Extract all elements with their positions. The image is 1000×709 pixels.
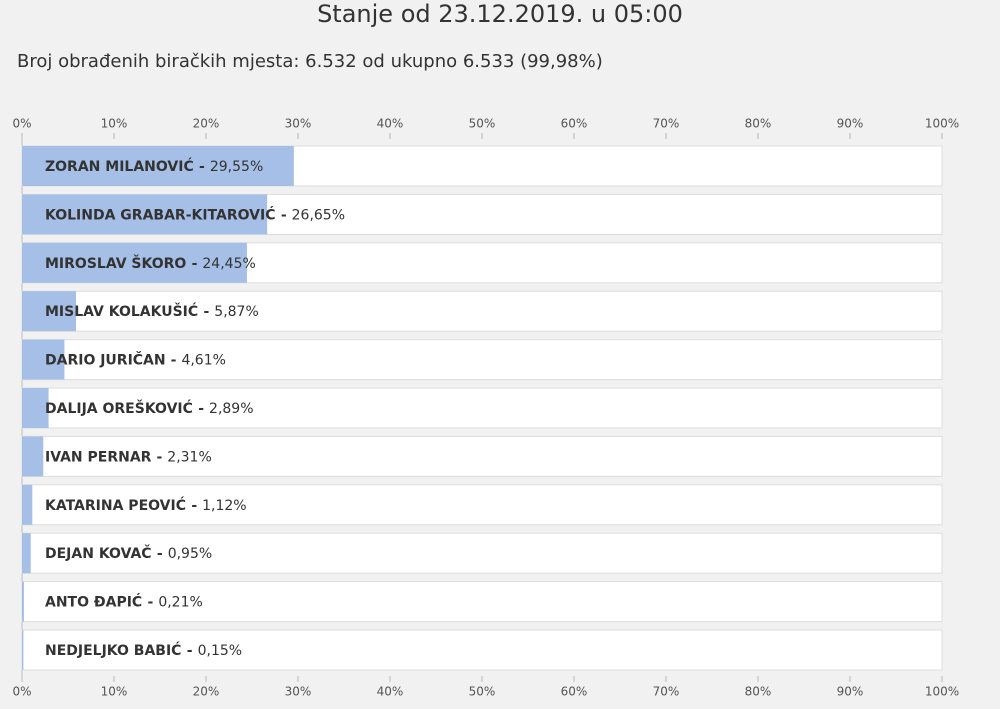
candidate-name: ANTO ĐAPIĆ bbox=[45, 593, 143, 611]
bar bbox=[22, 630, 24, 670]
value-label: 2,31% bbox=[167, 449, 211, 465]
x-tick-label: 90% bbox=[837, 685, 864, 699]
value-label: 5,87% bbox=[214, 304, 258, 320]
value-label: 26,65% bbox=[292, 207, 345, 223]
x-tick-label: 60% bbox=[561, 685, 588, 699]
separator: - bbox=[171, 353, 177, 369]
chart-subtitle: Broj obrađenih biračkih mjesta: 6.532 od… bbox=[17, 51, 603, 72]
bar bbox=[22, 581, 24, 622]
value-label: 24,45% bbox=[202, 256, 255, 272]
x-tick-label: 50% bbox=[469, 685, 496, 699]
x-tick-label: 50% bbox=[469, 117, 496, 131]
value-label: 0,95% bbox=[168, 546, 212, 562]
row-background bbox=[21, 532, 943, 574]
x-tick-label: 30% bbox=[285, 685, 312, 699]
bar bbox=[22, 339, 65, 380]
row-background bbox=[21, 290, 943, 332]
x-tick-label: 10% bbox=[101, 685, 128, 699]
bar bbox=[22, 194, 268, 235]
row-background bbox=[21, 339, 943, 381]
x-tick-label: 70% bbox=[653, 685, 680, 699]
x-tick-label: 80% bbox=[745, 117, 772, 131]
bar bbox=[22, 146, 294, 186]
x-tick-label: 90% bbox=[837, 117, 864, 131]
chart-title: Stanje od 23.12.2019. u 05:00 bbox=[317, 0, 683, 28]
candidate-name: DALIJA OREŠKOVIĆ bbox=[45, 399, 193, 417]
bar-label: MIROSLAV ŠKORO -24,45% bbox=[45, 254, 256, 272]
x-tick-label: 100% bbox=[925, 117, 959, 131]
x-tick-label: 0% bbox=[12, 685, 31, 699]
separator: - bbox=[187, 643, 193, 659]
candidate-name: ZORAN MILANOVIĆ bbox=[45, 157, 194, 175]
separator: - bbox=[199, 159, 205, 175]
separator: - bbox=[157, 546, 163, 562]
candidate-name: IVAN PERNAR bbox=[45, 449, 152, 465]
x-tick-label: 60% bbox=[561, 117, 588, 131]
value-label: 1,12% bbox=[202, 498, 246, 514]
bar-label: DALIJA OREŠKOVIĆ -2,89% bbox=[45, 399, 254, 417]
candidate-name: DEJAN KOVAČ bbox=[45, 544, 152, 562]
x-tick-label: 10% bbox=[101, 117, 128, 131]
bar bbox=[22, 533, 31, 574]
value-label: 2,89% bbox=[209, 401, 253, 417]
candidate-name: KOLINDA GRABAR-KITAROVIĆ bbox=[45, 205, 276, 223]
separator: - bbox=[148, 595, 154, 611]
x-tick-label: 20% bbox=[193, 117, 220, 131]
separator: - bbox=[281, 207, 287, 223]
x-tick-label: 100% bbox=[925, 685, 959, 699]
separator: - bbox=[192, 256, 198, 272]
bar-label: KATARINA PEOVIĆ -1,12% bbox=[45, 496, 247, 514]
x-tick-label: 40% bbox=[377, 117, 404, 131]
separator: - bbox=[191, 498, 197, 514]
x-tick-label: 0% bbox=[12, 117, 31, 131]
bar-label: ANTO ĐAPIĆ -0,21% bbox=[45, 593, 203, 611]
separator: - bbox=[198, 401, 204, 417]
bar bbox=[22, 388, 49, 428]
value-label: 4,61% bbox=[181, 353, 225, 369]
candidate-name: KATARINA PEOVIĆ bbox=[45, 496, 186, 514]
row-background bbox=[21, 581, 943, 623]
candidate-name: MISLAV KOLAKUŠIĆ bbox=[45, 302, 198, 320]
value-label: 0,21% bbox=[158, 595, 202, 611]
separator: - bbox=[203, 304, 209, 320]
candidate-name: MIROSLAV ŠKORO bbox=[45, 254, 187, 272]
x-tick-label: 80% bbox=[745, 685, 772, 699]
x-tick-label: 30% bbox=[285, 117, 312, 131]
bar bbox=[22, 291, 77, 332]
bar-label: IVAN PERNAR -2,31% bbox=[45, 449, 212, 465]
row-background bbox=[21, 387, 943, 429]
value-label: 0,15% bbox=[198, 643, 242, 659]
bar-label: MISLAV KOLAKUŠIĆ -5,87% bbox=[45, 302, 259, 320]
bar-label: NEDJELJKO BABIĆ -0,15% bbox=[45, 641, 242, 659]
bar bbox=[22, 484, 33, 525]
x-tick-label: 20% bbox=[193, 685, 220, 699]
bar bbox=[22, 436, 44, 477]
bar-label: KOLINDA GRABAR-KITAROVIĆ -26,65% bbox=[45, 205, 345, 223]
bar-label: DEJAN KOVAČ -0,95% bbox=[45, 544, 212, 562]
bar-label: ZORAN MILANOVIĆ -29,55% bbox=[45, 157, 263, 175]
x-tick-label: 70% bbox=[653, 117, 680, 131]
x-tick-label: 40% bbox=[377, 685, 404, 699]
value-label: 29,55% bbox=[210, 159, 263, 175]
separator: - bbox=[156, 449, 162, 465]
candidate-name: NEDJELJKO BABIĆ bbox=[45, 641, 182, 659]
candidate-name: DARIO JURIČAN bbox=[45, 351, 166, 369]
bar bbox=[22, 242, 247, 283]
bar-label: DARIO JURIČAN -4,61% bbox=[45, 351, 226, 369]
